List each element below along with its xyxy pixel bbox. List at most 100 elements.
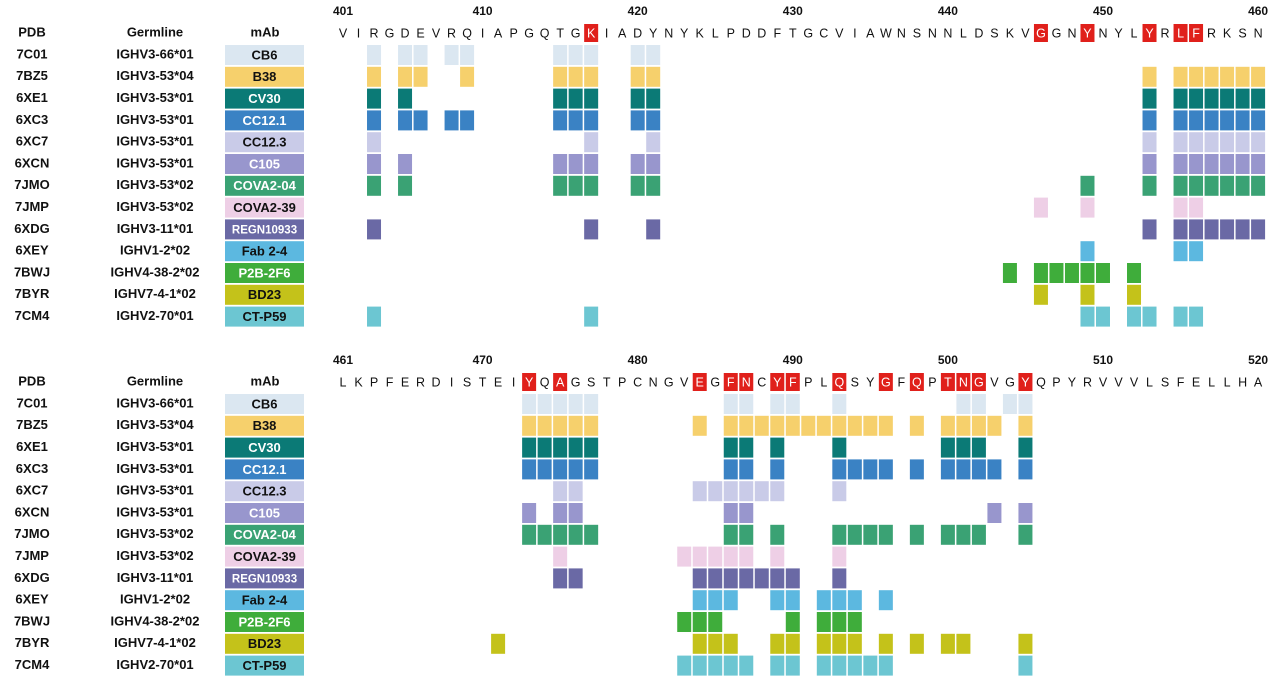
residue: R	[1161, 26, 1170, 40]
residue: G	[571, 375, 581, 389]
contact-cell	[878, 524, 893, 545]
contact-cell	[692, 612, 707, 632]
contact-cell	[1189, 175, 1204, 196]
ruler-label: 470	[473, 353, 493, 367]
contact-cell	[832, 590, 847, 611]
mab-box	[225, 655, 304, 676]
contact-cell	[522, 394, 537, 414]
pdb-id: 6XCN	[15, 155, 50, 170]
contact-cell	[956, 459, 971, 480]
mab-name: Fab 2-4	[242, 244, 288, 259]
contact-cell	[770, 546, 785, 567]
residue: N	[943, 26, 952, 40]
contact-cell	[584, 524, 599, 545]
residue: Y	[1021, 375, 1030, 389]
contact-cell	[646, 45, 661, 65]
mab-box	[225, 459, 304, 480]
mab-box	[225, 568, 304, 589]
residue: C	[819, 26, 828, 40]
residue: L	[1131, 26, 1138, 40]
residue: Q	[462, 26, 472, 40]
contact-cell	[1173, 219, 1188, 240]
mab-name: CC12.1	[242, 113, 286, 128]
contact-cell	[553, 110, 568, 131]
residue: N	[1254, 26, 1263, 40]
contact-cell	[1173, 197, 1188, 218]
contact-cell	[1204, 219, 1219, 240]
contact-cell	[692, 568, 707, 589]
residue: G	[664, 375, 674, 389]
residue: K	[1006, 26, 1015, 40]
residue: Q	[1036, 375, 1046, 389]
contact-cell	[723, 503, 738, 523]
contact-cell	[1173, 66, 1188, 87]
mab-name: CC12.3	[242, 135, 286, 150]
contact-cell	[646, 66, 661, 87]
residue: D	[974, 26, 983, 40]
contact-cell	[878, 633, 893, 654]
germline: IGHV3-11*01	[117, 570, 194, 585]
residue: Y	[680, 26, 689, 40]
residue: Q	[540, 375, 550, 389]
contact-cell	[553, 415, 568, 436]
residue: S	[1238, 26, 1246, 40]
highlight-box	[878, 373, 893, 391]
ruler-label: 510	[1093, 353, 1113, 367]
contact-cell	[1204, 66, 1219, 87]
contact-cell	[522, 415, 537, 436]
highlight-box	[1080, 24, 1095, 42]
contact-cell	[1235, 175, 1250, 196]
contact-cell	[460, 66, 475, 87]
contact-cell	[940, 437, 955, 458]
highlight-box	[940, 373, 955, 391]
residue: D	[633, 26, 642, 40]
pdb-id: 7BZ5	[16, 68, 48, 83]
contact-cell	[1173, 88, 1188, 109]
residue: L	[1146, 375, 1153, 389]
residue: G	[1005, 375, 1015, 389]
residue: E	[401, 375, 409, 389]
contact-cell	[832, 546, 847, 567]
pdb-id: 7JMP	[15, 199, 49, 214]
contact-cell	[1251, 175, 1266, 196]
residue: N	[928, 26, 937, 40]
contact-cell	[739, 503, 754, 523]
contact-cell	[739, 459, 754, 480]
pdb-id: 6XC7	[16, 483, 49, 498]
mab-name: CC12.1	[242, 462, 286, 477]
residue: F	[1192, 26, 1200, 40]
contact-cell	[816, 655, 831, 676]
contact-cell	[987, 459, 1002, 480]
residue: G	[974, 375, 984, 389]
contact-cell	[584, 394, 599, 414]
contact-cell	[909, 459, 924, 480]
contact-cell	[584, 132, 599, 153]
germline: IGHV2-70*01	[116, 657, 193, 672]
contact-cell	[1018, 633, 1033, 654]
residue: F	[727, 375, 735, 389]
residue: V	[680, 375, 689, 389]
contact-cell	[1018, 394, 1033, 414]
residue: F	[773, 26, 781, 40]
ruler-label: 450	[1093, 4, 1113, 18]
contact-cell	[909, 415, 924, 436]
contact-cell	[956, 437, 971, 458]
mab-name: C105	[249, 505, 280, 520]
mab-box	[225, 437, 304, 458]
germline: IGHV3-53*02	[116, 548, 193, 563]
residue: D	[757, 26, 766, 40]
contact-cell	[971, 437, 986, 458]
contact-cell	[1095, 306, 1110, 327]
residue: N	[897, 26, 906, 40]
contact-cell	[708, 546, 723, 567]
contact-cell	[832, 655, 847, 676]
contact-cell	[584, 154, 599, 174]
residue: Q	[834, 375, 844, 389]
ruler-label: 460	[1248, 4, 1268, 18]
residue: R	[1083, 375, 1092, 389]
contact-cell	[584, 219, 599, 240]
header-pdb: PDB	[18, 24, 45, 39]
pdb-id: 7C01	[16, 395, 47, 410]
residue: L	[820, 375, 827, 389]
contact-cell	[398, 175, 413, 196]
